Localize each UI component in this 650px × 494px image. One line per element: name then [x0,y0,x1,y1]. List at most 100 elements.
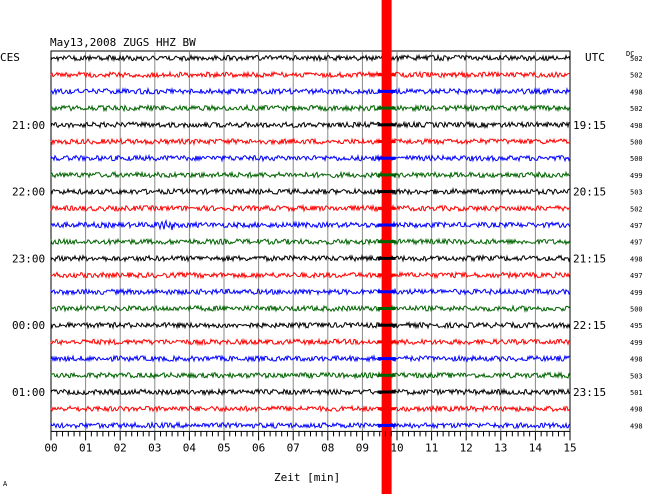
x-tick-label: 01 [79,441,92,454]
seismic-trace [50,153,571,163]
event-trace-segment [377,373,396,377]
seismic-trace [50,237,571,247]
seismic-trace [50,70,571,79]
seismic-trace [50,371,571,380]
dc-value: 498 [630,422,643,430]
dc-value: 499 [630,289,643,297]
event-trace-segment [377,407,396,411]
seismic-trace [50,170,571,180]
event-layer [377,0,396,494]
event-trace-segment [377,423,396,427]
left-hour-label: 01:00 [12,386,45,399]
seismic-trace [50,354,571,363]
dc-value: 502 [630,205,643,213]
event-trace-segment [377,106,396,110]
left-hour-label: 00:00 [12,319,45,332]
event-trace-segment [377,307,396,310]
event-trace-segment [377,357,396,361]
left-timezone-label: CES [0,51,20,64]
dc-value: 501 [630,389,643,397]
seismic-trace [50,287,571,297]
dc-value: 498 [630,406,643,414]
left-hour-label: 22:00 [12,186,45,199]
seismic-trace [50,103,571,113]
seismic-trace [50,203,571,213]
right-hour-label: 21:15 [573,252,606,265]
seismic-trace [50,218,571,231]
event-trace-segment [377,156,396,160]
event-trace-segment [377,390,396,394]
right-hour-label: 19:15 [573,119,606,132]
dc-value: 498 [630,255,643,263]
hour-labels: 21:00 22:00 23:00 00:00 01:00 19:15 20:15 21:15… [12,119,606,399]
footer-mark: A [3,480,8,488]
right-hour-label: 22:15 [573,319,606,332]
dc-value: 497 [630,239,643,247]
x-tick-label: 04 [183,441,197,454]
left-hour-label: 21:00 [12,119,45,132]
trace-group [50,53,571,430]
event-trace-segment [377,223,396,227]
seismic-trace [50,187,571,197]
event-trace-segment [377,190,396,194]
event-trace-segment [377,73,396,77]
x-tick-label: 13 [494,441,507,454]
event-trace-segment [377,206,396,210]
seismic-trace [50,86,571,96]
dc-value: 502 [630,55,643,63]
right-timezone-label: UTC [585,51,605,64]
left-hour-label: 23:00 [12,252,45,265]
seismic-trace [50,53,571,63]
seismic-trace [50,253,571,263]
event-trace-segment [377,240,396,244]
event-trace-segment [377,340,396,344]
x-axis-label: Zeit [min] [274,471,340,484]
dc-value: 498 [630,88,643,96]
dc-value: 502 [630,105,643,113]
seismic-trace [50,420,571,430]
event-trace-segment [377,290,396,294]
dc-value: 498 [630,122,643,130]
x-tick-label: 09 [356,441,369,454]
x-tick-label: 00 [44,441,57,454]
event-trace-segment [377,89,396,93]
seismic-trace [50,404,571,414]
x-tick-label: 03 [148,441,161,454]
seismic-trace [50,304,571,313]
dc-value: 500 [630,139,643,147]
x-tick-label: 08 [321,441,334,454]
dc-value: 495 [630,322,643,330]
event-trace-segment [377,323,396,327]
dc-value: 503 [630,372,643,380]
seismic-trace [50,387,571,397]
dc-value: 498 [630,356,643,364]
dc-column: 502 502 498 502 498 500 500 499 503 502 497 497 498 4… [630,55,643,430]
x-tick-label: 14 [529,441,543,454]
x-tick-label: 05 [217,441,230,454]
dc-header: DC [626,50,634,58]
chart-title: May13,2008 ZUGS HHZ BW [50,36,196,49]
x-tick-label: 06 [252,441,265,454]
event-trace-segment [377,173,396,177]
right-hour-label: 23:15 [573,386,606,399]
right-hour-label: 20:15 [573,186,606,199]
dc-value: 497 [630,272,643,280]
x-axis: 00 01 02 03 04 05 06 07 08 09 10 11 12 13 14 15 [44,431,577,454]
dc-value: 503 [630,189,643,197]
event-trace-segment [377,273,396,277]
dc-value: 499 [630,339,643,347]
event-trace-segment [377,256,396,260]
x-tick-label: 07 [287,441,300,454]
event-trace-segment [377,140,396,143]
x-tick-label: 10 [390,441,403,454]
x-tick-label: 15 [563,441,576,454]
event-trace-segment [377,123,396,127]
dc-value: 500 [630,306,643,314]
x-tick-label: 02 [114,441,127,454]
dc-value: 497 [630,222,643,230]
dc-value: 500 [630,155,643,163]
seismic-trace [50,337,571,347]
dc-value: 499 [630,172,643,180]
event-marker [381,0,392,494]
